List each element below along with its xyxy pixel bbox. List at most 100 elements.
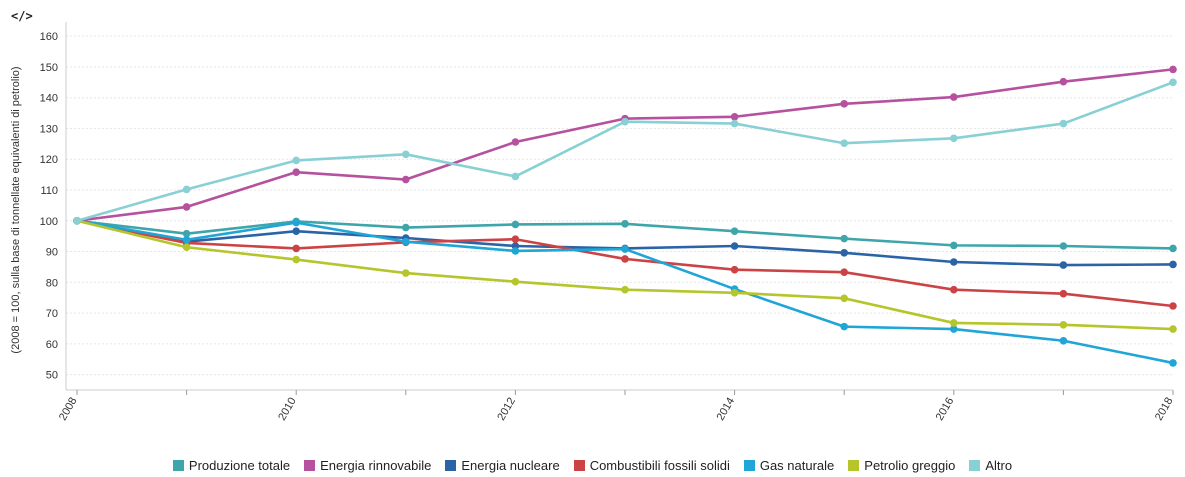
data-point: [950, 134, 958, 143]
data-point: [840, 248, 848, 257]
data-point: [950, 325, 958, 333]
data-point: [621, 117, 629, 126]
y-tick-label: 50: [46, 370, 58, 382]
data-point: [182, 203, 191, 211]
legend-swatch: [969, 460, 981, 471]
data-point: [511, 235, 520, 244]
data-point: [1169, 244, 1177, 253]
data-point: [730, 265, 739, 274]
data-point: [73, 216, 81, 225]
data-point: [730, 242, 739, 250]
data-point: [621, 220, 629, 228]
x-tick-label: 2014: [715, 396, 738, 423]
data-point: [1059, 320, 1068, 329]
data-point: [1059, 336, 1068, 345]
data-point: [182, 236, 191, 244]
legend-swatch: [573, 460, 585, 471]
data-point: [950, 241, 958, 250]
legend-item[interactable]: Combustibili fossili solidi: [573, 458, 730, 473]
y-tick-label: 120: [40, 154, 58, 166]
data-point: [511, 138, 520, 146]
data-point: [840, 100, 848, 108]
y-tick-label: 160: [40, 31, 58, 43]
line-chart: 50 60 70 80 90 100 110 120 130 140 150 160 2008 2010 2…: [10, 22, 1177, 423]
data-point: [840, 139, 848, 148]
data-point: [1059, 119, 1068, 128]
data-point: [1059, 289, 1068, 298]
legend-item[interactable]: Energia nucleare: [445, 458, 560, 473]
data-point: [950, 285, 958, 294]
legend-label: Altro: [985, 458, 1013, 473]
data-point: [182, 229, 191, 238]
data-point: [1169, 302, 1177, 310]
embed-code-icon[interactable]: </>: [11, 9, 33, 23]
data-point: [511, 247, 520, 255]
data-point: [1059, 261, 1068, 269]
legend-item[interactable]: Produzione totale: [172, 458, 291, 473]
data-point: [402, 175, 410, 184]
data-point: [292, 168, 301, 176]
legend-label: Petrolio greggio: [864, 458, 956, 473]
data-point: [402, 269, 410, 277]
data-point: [1169, 325, 1177, 333]
legend-swatch: [743, 460, 755, 471]
data-point: [511, 220, 520, 229]
data-point: [621, 285, 629, 294]
data-point: [840, 322, 848, 331]
data-point: [1169, 260, 1177, 269]
y-tick-label: 130: [40, 123, 58, 135]
data-point: [730, 112, 739, 121]
y-tick-label: 90: [46, 247, 58, 259]
data-point: [292, 227, 301, 236]
y-tick-label: 70: [46, 308, 58, 320]
data-point: [182, 185, 191, 194]
data-point: [182, 243, 191, 252]
y-tick-label: 60: [46, 339, 58, 351]
data-point: [840, 268, 848, 276]
x-tick-label: 2016: [934, 396, 957, 423]
data-point: [402, 237, 410, 246]
legend-label: Energia rinnovabile: [320, 458, 432, 473]
data-point: [730, 288, 739, 297]
data-point: [292, 244, 301, 253]
chart-legend: Produzione totale Energia rinnovabile Ener…: [0, 458, 1185, 473]
series-line: [75, 68, 1175, 223]
y-tick-label: 80: [46, 277, 58, 289]
data-point: [621, 245, 629, 253]
data-point: [730, 119, 739, 128]
legend-swatch: [848, 460, 860, 471]
legend-swatch: [445, 460, 457, 471]
data-point: [292, 255, 301, 264]
legend-swatch: [172, 460, 184, 471]
series-line: [75, 81, 1175, 223]
legend-label: Energia nucleare: [461, 458, 560, 473]
data-point: [511, 277, 520, 286]
legend-label: Combustibili fossili solidi: [589, 458, 730, 473]
data-point: [1169, 359, 1177, 367]
data-point: [730, 227, 739, 236]
data-point: [1169, 65, 1177, 74]
data-point: [402, 150, 410, 159]
data-point: [1059, 77, 1068, 86]
x-tick-label: 2012: [495, 396, 518, 423]
legend-item[interactable]: Petrolio greggio: [848, 458, 955, 473]
data-point: [1169, 78, 1177, 87]
y-tick-label: 100: [40, 216, 58, 228]
y-tick-label: 140: [40, 93, 58, 105]
x-tick-label: 2010: [276, 396, 299, 423]
legend-swatch: [304, 460, 316, 471]
y-axis-title: (2008 = 100, sulla base di tonnellate eq…: [10, 66, 22, 353]
data-point: [840, 234, 848, 243]
data-point: [950, 93, 958, 101]
data-point: [402, 223, 410, 232]
data-point: [292, 218, 301, 227]
data-point: [292, 156, 301, 165]
legend-item[interactable]: Energia rinnovabile: [304, 458, 431, 473]
y-tick-label: 150: [40, 62, 58, 74]
legend-label: Produzione totale: [188, 458, 291, 473]
data-point: [621, 255, 629, 263]
data-point: [1059, 242, 1068, 250]
legend-item[interactable]: Altro: [969, 458, 1012, 473]
legend-item[interactable]: Gas naturale: [743, 458, 835, 473]
legend-label: Gas naturale: [759, 458, 835, 473]
